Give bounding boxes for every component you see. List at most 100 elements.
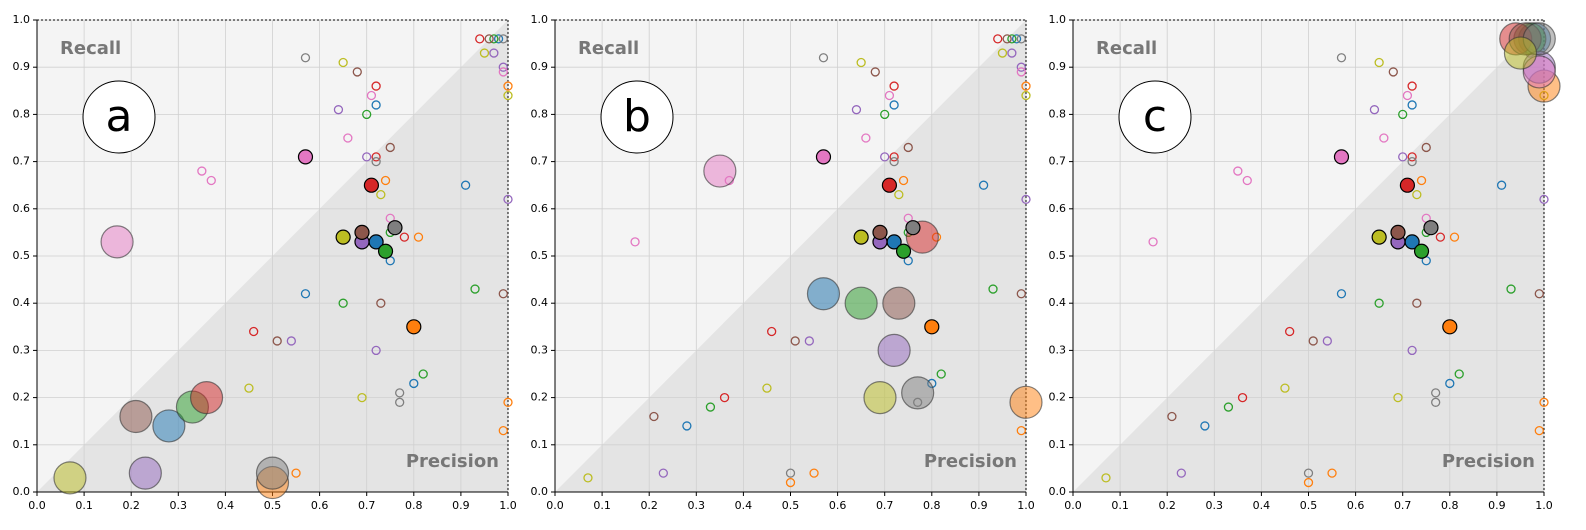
y-tick-label: 0.6 <box>1049 202 1067 215</box>
y-tick-label: 0.7 <box>13 155 31 168</box>
x-tick-label: 0.6 <box>311 499 329 512</box>
y-tick-label: 0.8 <box>1049 107 1067 120</box>
point <box>1308 336 1318 346</box>
point <box>895 243 912 259</box>
point <box>767 326 777 337</box>
point <box>1398 109 1408 120</box>
point <box>1390 224 1406 240</box>
point <box>880 109 890 120</box>
precision-label: Precision <box>924 451 1017 472</box>
point <box>333 105 344 115</box>
point <box>1374 298 1384 308</box>
panel-letter-circle <box>1118 80 1192 154</box>
point <box>1371 229 1387 245</box>
point <box>1393 392 1403 403</box>
y-tick-label: 1.0 <box>1049 13 1067 26</box>
point <box>924 319 940 335</box>
x-tick-label: 0.5 <box>264 499 282 512</box>
point <box>371 345 381 356</box>
point <box>818 53 829 63</box>
point <box>1303 477 1314 488</box>
point <box>300 53 311 63</box>
point <box>1539 194 1549 205</box>
point <box>395 388 405 398</box>
point <box>1016 289 1026 299</box>
point <box>387 220 403 236</box>
point <box>861 133 871 143</box>
panel: 0.0 0.1 0.2 0.3 0.4 0.5 0.6 0.7 0.8 0.9 1.0 0.0 0.1 0… <box>531 13 1043 512</box>
point <box>1021 81 1031 91</box>
point <box>1388 67 1398 77</box>
point <box>790 336 800 346</box>
point <box>806 277 841 311</box>
x-tick-label: 0.4 <box>1253 499 1271 512</box>
point <box>503 194 513 205</box>
point <box>1280 383 1290 393</box>
point <box>335 229 351 245</box>
point <box>1336 53 1347 63</box>
point <box>409 378 419 389</box>
point <box>338 298 348 308</box>
point <box>1237 392 1248 403</box>
point <box>189 381 224 415</box>
x-tick-label: 0.7 <box>876 499 894 512</box>
point <box>385 142 395 153</box>
point <box>719 392 730 403</box>
point <box>882 286 916 320</box>
y-tick-label: 0.9 <box>13 60 31 73</box>
point <box>197 166 207 176</box>
point <box>128 456 162 490</box>
point <box>809 468 819 478</box>
point <box>630 237 640 247</box>
precision-label: Precision <box>1442 451 1535 472</box>
point <box>297 149 314 165</box>
point <box>1176 468 1186 478</box>
point <box>371 156 381 167</box>
panel-letter: b <box>623 91 651 142</box>
y-tick-label: 0.0 <box>13 485 31 498</box>
point <box>249 326 259 337</box>
y-tick-label: 0.3 <box>13 343 31 356</box>
x-tick-label: 0.3 <box>170 499 188 512</box>
point <box>894 189 904 200</box>
y-tick-label: 0.2 <box>13 391 31 404</box>
point <box>853 229 869 245</box>
x-tick-label: 0.9 <box>452 499 470 512</box>
y-tick-label: 0.2 <box>1049 391 1067 404</box>
point <box>300 289 311 299</box>
x-tick-label: 0.5 <box>1300 499 1318 512</box>
point <box>658 468 668 478</box>
x-tick-label: 0.2 <box>122 499 140 512</box>
point <box>380 175 391 186</box>
point <box>1379 133 1389 143</box>
point <box>1336 289 1347 299</box>
point <box>1421 142 1431 153</box>
y-tick-label: 0.7 <box>531 155 549 168</box>
point <box>583 473 593 483</box>
point <box>993 34 1003 44</box>
point <box>1148 237 1158 247</box>
x-tick-label: 0.6 <box>829 499 847 512</box>
point <box>856 57 866 68</box>
point <box>877 333 911 367</box>
point <box>498 289 508 299</box>
point <box>1200 421 1210 431</box>
point <box>1407 100 1417 110</box>
precision-label: Precision <box>406 451 499 472</box>
point <box>1327 468 1337 478</box>
x-tick-label: 0.7 <box>1394 499 1412 512</box>
point <box>1398 152 1408 162</box>
point <box>418 369 428 379</box>
point <box>1303 468 1314 478</box>
point <box>1496 180 1507 190</box>
point <box>863 381 897 415</box>
point <box>785 468 796 478</box>
x-tick-label: 0.7 <box>358 499 376 512</box>
y-tick-label: 0.9 <box>1049 60 1067 73</box>
x-tick-label: 0.2 <box>1158 499 1176 512</box>
point <box>1021 90 1031 101</box>
point <box>901 376 935 410</box>
point <box>936 369 946 379</box>
x-tick-label: 0.9 <box>1488 499 1506 512</box>
point <box>804 336 814 346</box>
